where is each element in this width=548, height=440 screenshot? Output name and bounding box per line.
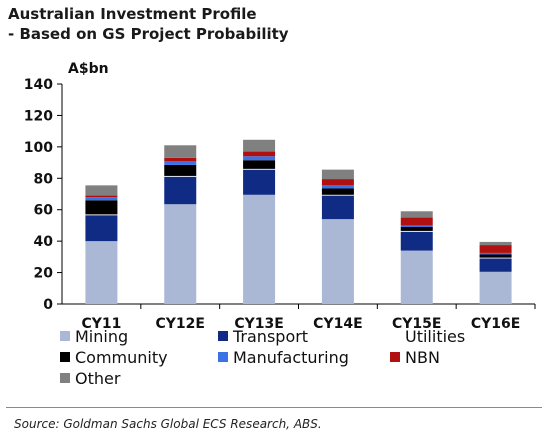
bar-segment-mining bbox=[85, 241, 118, 304]
bar-segment-manufacturing bbox=[243, 156, 276, 161]
y-tick-label: 100 bbox=[24, 140, 53, 156]
legend-label-manufacturing: Manufacturing bbox=[233, 348, 349, 367]
bar-segment-mining bbox=[164, 204, 197, 304]
bar-segment-manufacturing bbox=[85, 197, 118, 201]
legend-label-nbn: NBN bbox=[405, 348, 440, 367]
y-tick-label: 0 bbox=[43, 297, 53, 313]
bar-segment-utilities bbox=[321, 194, 354, 196]
legend-label-mining: Mining bbox=[75, 327, 128, 346]
bar-segment-manufacturing bbox=[479, 252, 512, 255]
legend-swatch-community bbox=[60, 352, 70, 362]
source-note: Source: Goldman Sachs Global ECS Researc… bbox=[14, 417, 322, 431]
bar-segment-manufacturing bbox=[400, 225, 433, 227]
x-tick-label: CY16E bbox=[471, 316, 520, 332]
legend-label-utilities: Utilities bbox=[405, 327, 465, 346]
bar-segment-community bbox=[85, 200, 118, 215]
legend-label-transport: Transport bbox=[232, 327, 308, 346]
legend-label-other: Other bbox=[75, 369, 121, 388]
footer-rule bbox=[6, 407, 542, 408]
x-tick-label: CY15E bbox=[392, 316, 441, 332]
chart-subtitle: - Based on GS Project Probability bbox=[8, 25, 289, 43]
legend-swatch-transport bbox=[218, 331, 228, 341]
y-tick-label: 20 bbox=[34, 266, 54, 282]
x-tick-label: CY13E bbox=[234, 316, 283, 332]
x-tick-label: CY11 bbox=[81, 316, 121, 332]
y-tick-label: 120 bbox=[24, 108, 53, 124]
bar-segment-nbn bbox=[164, 157, 197, 161]
bar-segment-other bbox=[400, 211, 433, 218]
y-tick-label: 60 bbox=[34, 203, 54, 219]
y-tick-label: 40 bbox=[34, 234, 54, 250]
bar-segment-mining bbox=[479, 271, 512, 304]
bar-segment-utilities bbox=[164, 175, 197, 177]
bar-segment-utilities bbox=[85, 214, 118, 216]
legend-swatch-other bbox=[60, 373, 70, 383]
legend-swatch-mining bbox=[60, 331, 70, 341]
bar-segment-community bbox=[479, 254, 512, 258]
bar-segment-community bbox=[321, 188, 354, 195]
bar-segment-mining bbox=[321, 219, 354, 304]
bar-segment-transport bbox=[243, 169, 276, 195]
x-tick-label: CY12E bbox=[156, 316, 205, 332]
bar-segment-utilities bbox=[479, 257, 512, 259]
legend-label-community: Community bbox=[75, 348, 168, 367]
bar-segment-utilities bbox=[243, 168, 276, 170]
bar-segment-transport bbox=[400, 231, 433, 251]
bar-segment-community bbox=[400, 227, 433, 231]
bar-segment-mining bbox=[400, 250, 433, 304]
stacked-bar-chart: A$bn 0 20 40 60 80 100 120 140 CY11 CY12E CY13E CY14… bbox=[24, 61, 536, 388]
bar-segment-transport bbox=[164, 176, 197, 205]
bar-segment-nbn bbox=[321, 179, 354, 186]
bar-segment-manufacturing bbox=[321, 185, 354, 189]
bar-segment-utilities bbox=[400, 230, 433, 232]
bar-segment-other bbox=[321, 169, 354, 180]
bar-segment-nbn bbox=[243, 151, 276, 157]
bar-segment-nbn bbox=[400, 217, 433, 226]
chart-title-line: Australian Investment Profile bbox=[8, 5, 257, 23]
bar-segment-community bbox=[243, 160, 276, 169]
legend-swatch-manufacturing bbox=[218, 352, 228, 362]
bar-segment-other bbox=[243, 139, 276, 152]
y-axis-label: A$bn bbox=[68, 61, 109, 77]
chart-title: Australian Investment Profile - Based on… bbox=[8, 4, 289, 44]
legend-swatch-nbn bbox=[390, 352, 400, 362]
bar-segment-other bbox=[479, 241, 512, 246]
bar-segment-other bbox=[85, 185, 118, 196]
y-tick-label: 80 bbox=[34, 171, 54, 187]
bar-segment-transport bbox=[321, 195, 354, 220]
bar-segment-nbn bbox=[479, 245, 512, 253]
x-tick-label: CY14E bbox=[313, 316, 362, 332]
bar-segment-manufacturing bbox=[164, 161, 197, 165]
bar-segment-transport bbox=[479, 258, 512, 272]
bar-segment-other bbox=[164, 145, 197, 158]
bar-segment-nbn bbox=[85, 195, 118, 198]
y-tick-label: 140 bbox=[24, 77, 53, 93]
bar-segment-mining bbox=[243, 194, 276, 304]
bar-segment-community bbox=[164, 164, 197, 176]
bar-segment-transport bbox=[85, 215, 118, 242]
